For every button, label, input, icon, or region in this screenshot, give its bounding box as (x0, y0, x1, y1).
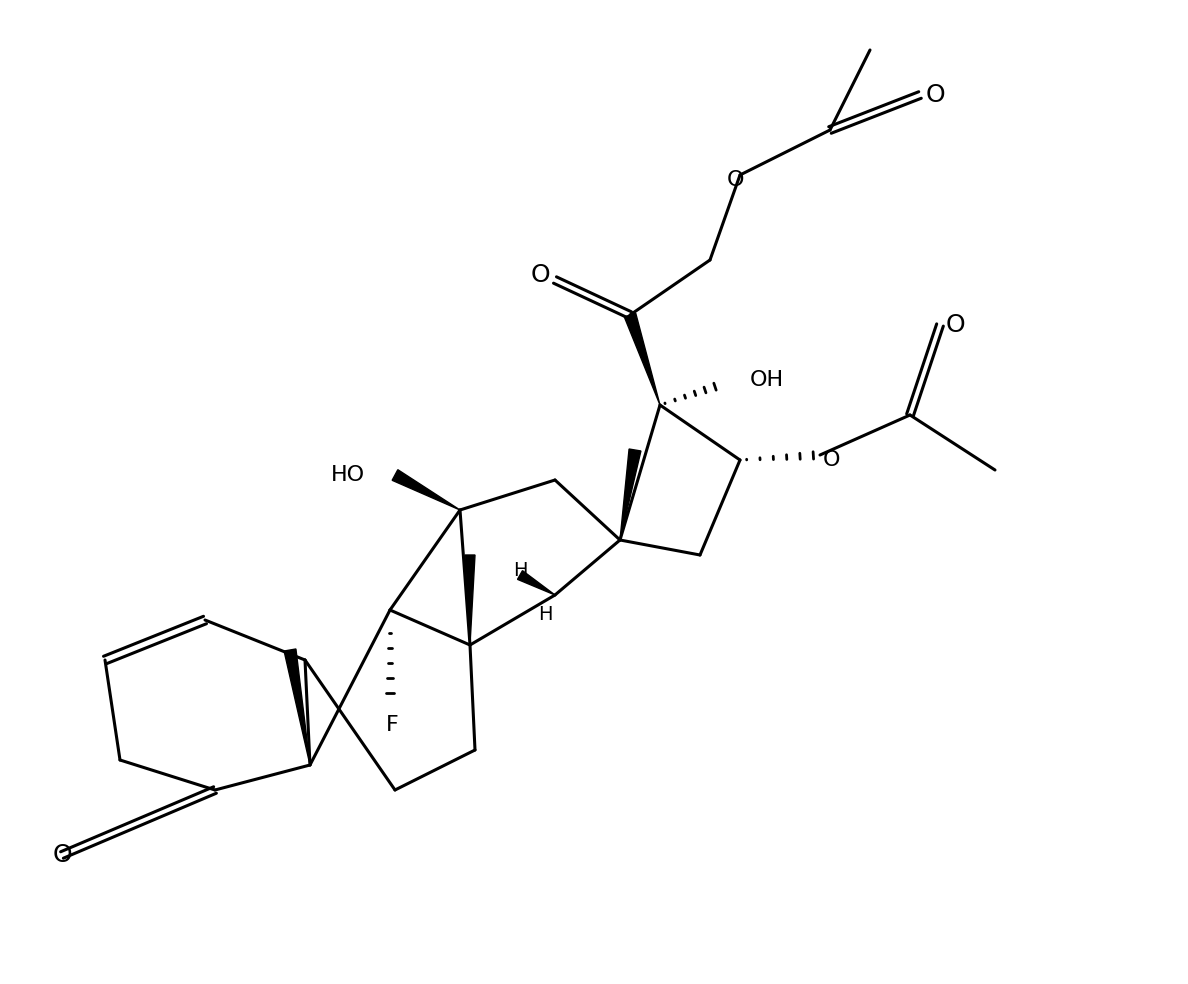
Text: O: O (925, 83, 944, 107)
Text: OH: OH (750, 370, 784, 390)
Polygon shape (620, 449, 640, 540)
Polygon shape (518, 571, 555, 595)
Text: O: O (946, 313, 965, 337)
Polygon shape (284, 649, 310, 765)
Text: O: O (530, 263, 550, 287)
Text: O: O (823, 450, 841, 470)
Text: O: O (52, 843, 71, 867)
Text: H: H (513, 561, 527, 580)
Text: O: O (726, 170, 744, 190)
Text: HO: HO (331, 465, 365, 485)
Text: H: H (538, 605, 552, 625)
Text: F: F (386, 715, 398, 735)
Polygon shape (392, 469, 460, 510)
Polygon shape (625, 313, 661, 405)
Polygon shape (465, 555, 475, 645)
